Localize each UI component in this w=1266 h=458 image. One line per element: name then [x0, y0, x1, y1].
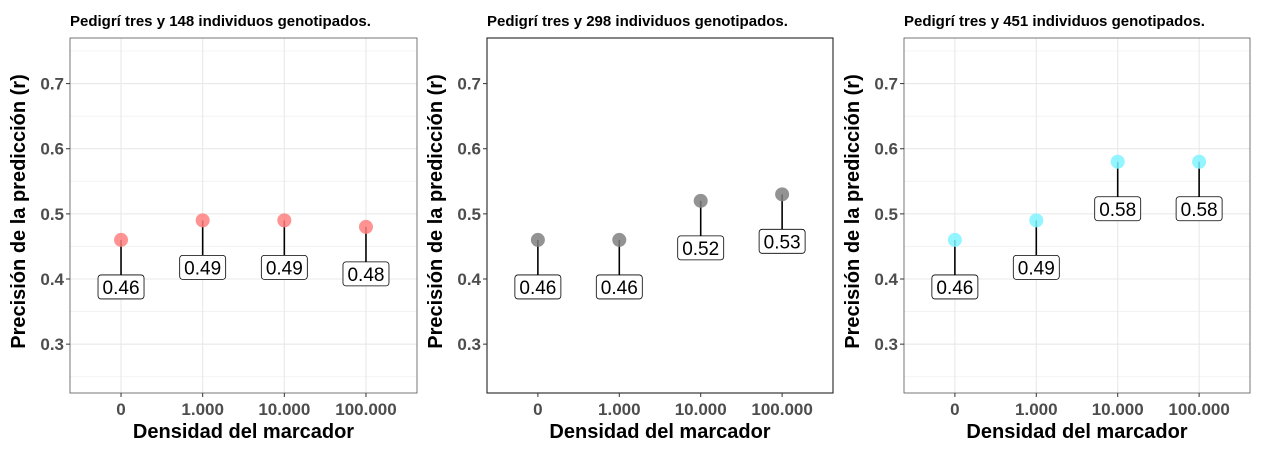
- data-point: [612, 232, 627, 247]
- data-label-box: [1012, 254, 1060, 280]
- x-tick-label: 0: [950, 400, 959, 419]
- chart-panel-2: 0.3 0.4 0.5 0.6 0.7 0 1.000 10.000 100.000 Pedigr…: [425, 13, 834, 443]
- data-point: [114, 232, 129, 247]
- y-tick-label: 0.4: [40, 270, 64, 289]
- data-point: [530, 232, 545, 247]
- data-label: 0.58: [1099, 200, 1136, 221]
- panel-border: [903, 37, 1251, 394]
- data-label: 0.49: [1018, 258, 1055, 279]
- data-label-box: [1175, 196, 1223, 222]
- y-tick-label: 0.7: [40, 75, 64, 94]
- panel-border: [69, 37, 418, 394]
- data-point: [1192, 154, 1207, 169]
- y-tick-label: 0.6: [457, 140, 481, 159]
- data-label-box: [514, 274, 562, 300]
- chart-title: Pedigrí tres y 298 individuos genotipado…: [487, 13, 788, 30]
- y-tick-label: 0.4: [457, 270, 481, 289]
- data-point: [195, 213, 210, 228]
- x-tick-label: 1.000: [598, 400, 641, 419]
- data-point: [358, 219, 373, 234]
- y-tick-label: 0.3: [40, 335, 64, 354]
- y-axis-title: Precisión de la predicción (r): [425, 74, 447, 349]
- x-axis-title: Densidad del marcador: [966, 421, 1187, 443]
- data-label: 0.48: [347, 265, 384, 286]
- data-label-box: [342, 261, 390, 287]
- y-tick-label: 0.4: [874, 270, 898, 289]
- x-tick-label: 1.000: [181, 400, 224, 419]
- y-axis-title: Precisión de la predicción (r): [8, 74, 30, 349]
- data-label: 0.53: [764, 232, 801, 253]
- x-tick-label: 10.000: [675, 400, 727, 419]
- data-point: [1110, 154, 1125, 169]
- data-point: [277, 213, 292, 228]
- x-tick-label: 1.000: [1015, 400, 1058, 419]
- chart-title: Pedigrí tres y 148 individuos genotipado…: [70, 13, 371, 30]
- data-label: 0.49: [184, 258, 221, 279]
- data-label-box: [595, 274, 643, 300]
- data-label-box: [931, 274, 979, 300]
- y-tick-label: 0.6: [40, 140, 64, 159]
- chart-title: Pedigrí tres y 451 individuos genotipado…: [904, 13, 1205, 30]
- data-label: 0.46: [519, 278, 556, 299]
- plot-background: [487, 38, 833, 393]
- x-tick-label: 10.000: [258, 400, 310, 419]
- x-tick-label: 100.000: [751, 400, 812, 419]
- y-tick-label: 0.5: [40, 205, 64, 224]
- x-tick-label: 100.000: [1168, 400, 1229, 419]
- panel-border: [486, 37, 834, 394]
- data-point: [947, 232, 962, 247]
- y-axis-title: Precisión de la predicción (r): [842, 74, 864, 349]
- data-label-box: [260, 254, 308, 280]
- data-label-box: [758, 228, 806, 254]
- plot-background: [70, 38, 417, 393]
- x-axis-title: Densidad del marcador: [133, 421, 354, 443]
- x-tick-label: 100.000: [335, 400, 396, 419]
- data-label-box: [179, 254, 227, 280]
- y-tick-label: 0.5: [874, 205, 898, 224]
- data-point: [693, 193, 708, 208]
- data-label: 0.46: [936, 278, 973, 299]
- chart-panel-1: 0.3 0.4 0.5 0.6 0.7 0 1.000 10.000 100.000 Pedigr…: [8, 13, 418, 443]
- data-label: 0.46: [103, 278, 140, 299]
- x-tick-label: 0: [533, 400, 542, 419]
- x-axis-title: Densidad del marcador: [549, 421, 770, 443]
- data-label: 0.49: [266, 258, 303, 279]
- data-label-box: [1094, 196, 1142, 222]
- x-tick-label: 10.000: [1092, 400, 1144, 419]
- x-tick-label: 0: [116, 400, 125, 419]
- y-tick-label: 0.6: [874, 140, 898, 159]
- y-tick-label: 0.7: [457, 75, 481, 94]
- data-label: 0.58: [1181, 200, 1218, 221]
- data-point: [1029, 213, 1044, 228]
- data-point: [775, 187, 790, 202]
- y-tick-label: 0.3: [457, 335, 481, 354]
- y-tick-label: 0.3: [874, 335, 898, 354]
- data-label: 0.46: [601, 278, 638, 299]
- data-label-box: [97, 274, 145, 300]
- y-tick-label: 0.5: [457, 205, 481, 224]
- y-tick-label: 0.7: [874, 75, 898, 94]
- chart-panel-3: 0.3 0.4 0.5 0.6 0.7 0 1.000 10.000 100.000 Pedigr…: [842, 13, 1251, 443]
- data-label-box: [677, 235, 725, 261]
- data-label: 0.52: [682, 239, 719, 260]
